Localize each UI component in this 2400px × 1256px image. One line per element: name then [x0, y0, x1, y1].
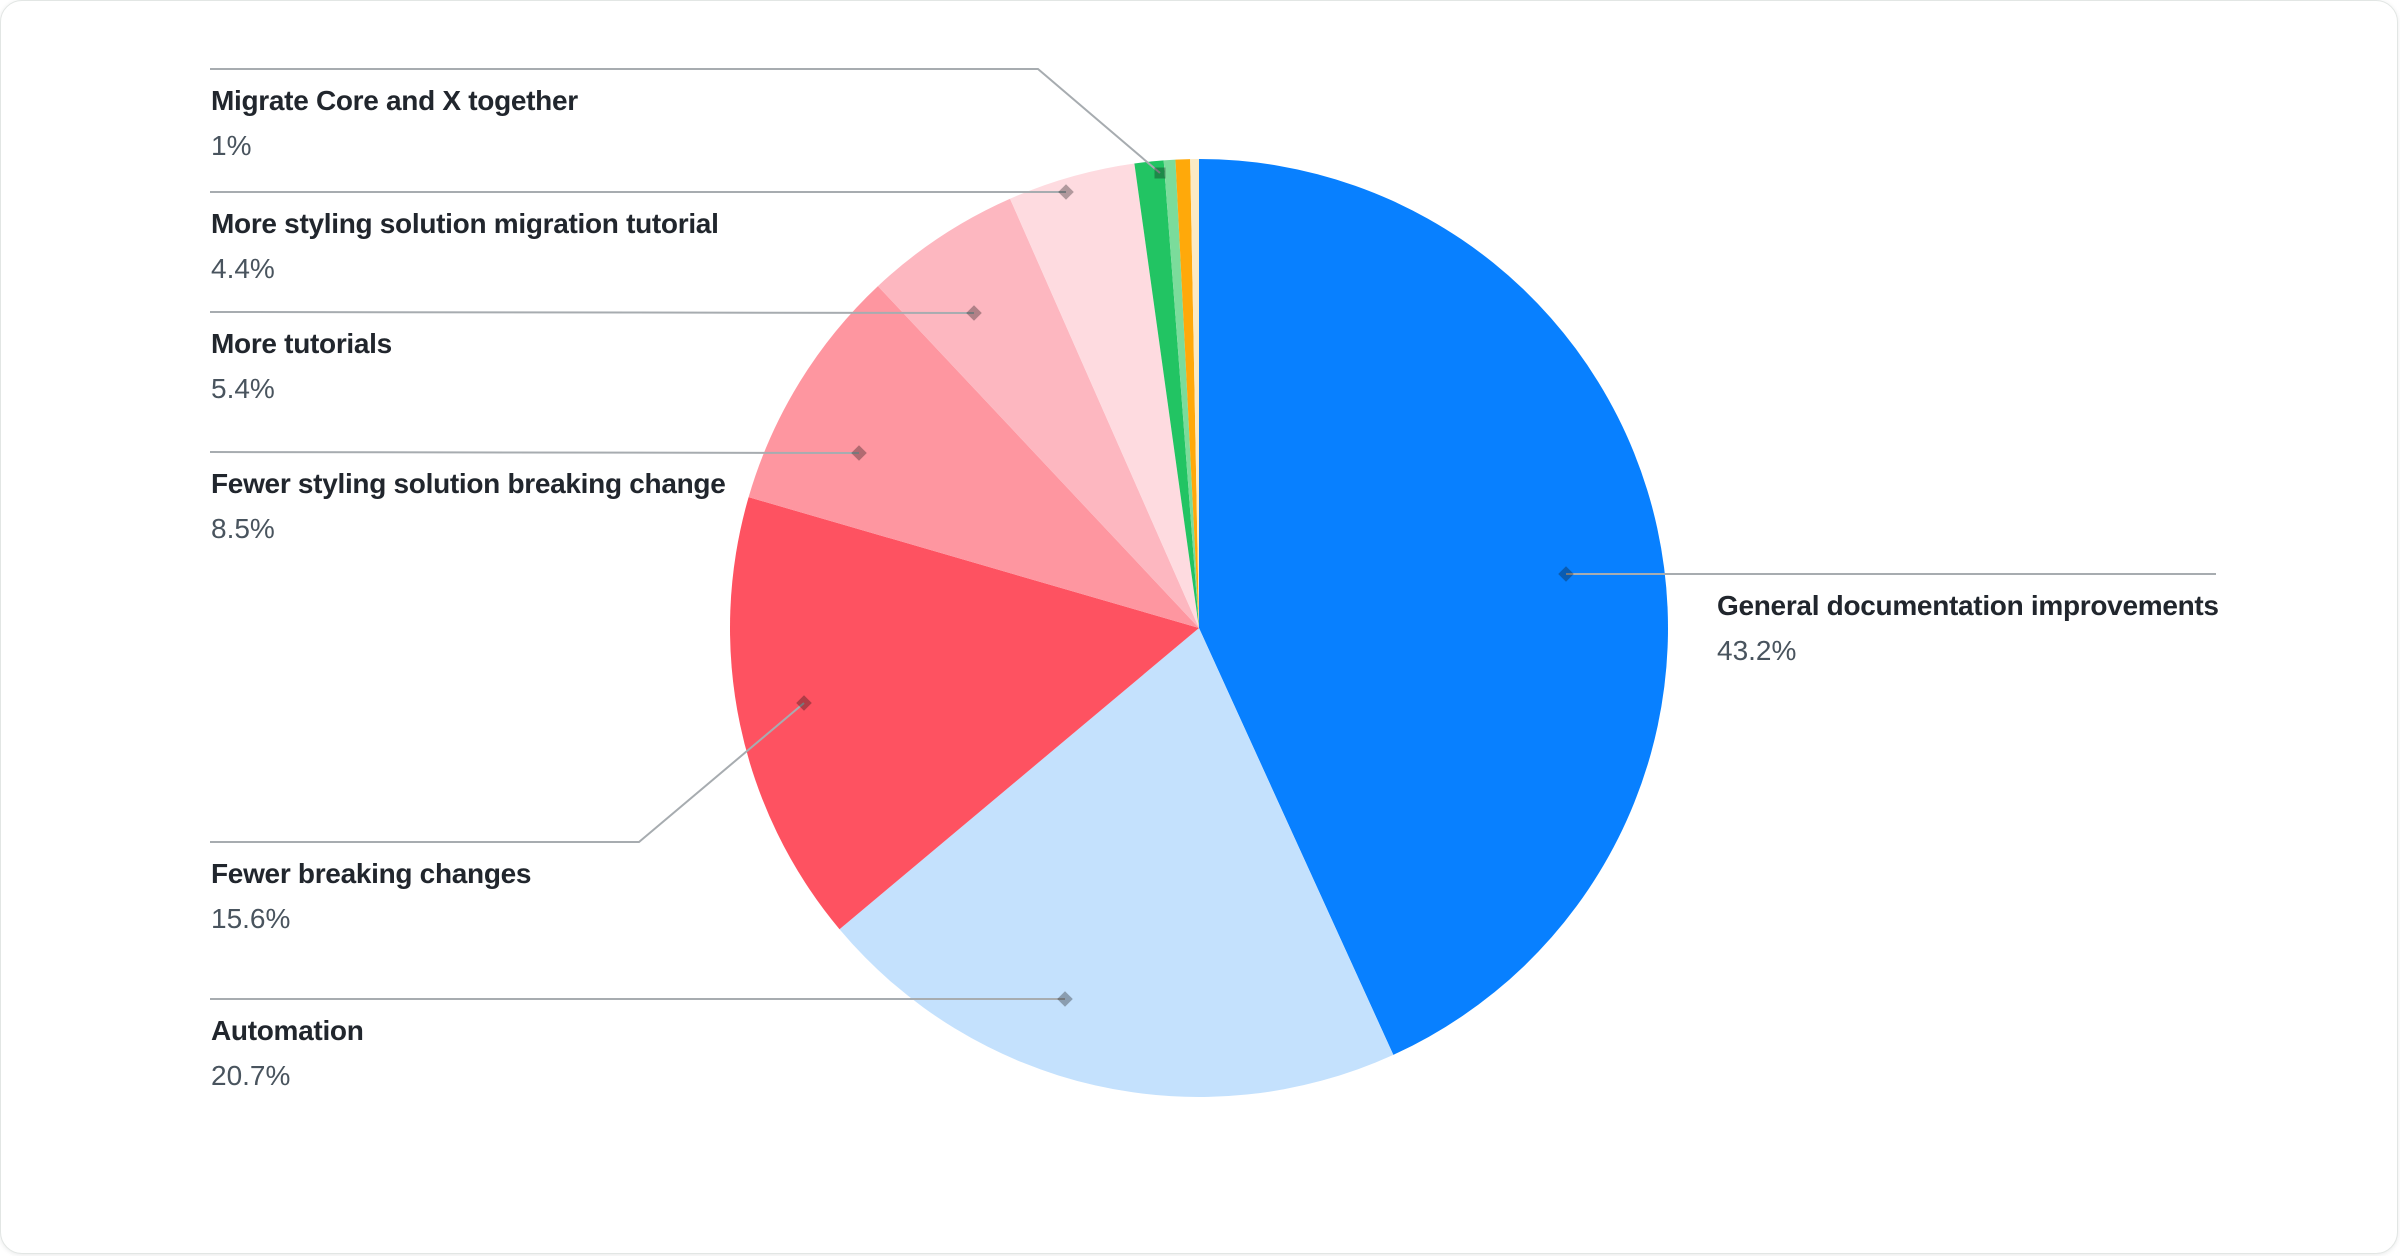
callout-label-migrate-core-and-x-together: Migrate Core and X together 1%	[211, 82, 578, 162]
leader-line-migrate-core-and-x-together	[210, 68, 1161, 174]
callout-value: 43.2%	[1717, 635, 1797, 666]
callout-value: 5.4%	[211, 373, 275, 404]
pie-slice-automation[interactable]	[839, 628, 1394, 1098]
pie-slice-segment-7[interactable]	[1163, 159, 1199, 628]
callout-label-general-documentation-improvements: General documentation improvements 43.2%	[1717, 587, 2219, 667]
pie-slice-segment-9[interactable]	[1190, 158, 1199, 628]
callout-marker-diamond	[1058, 184, 1074, 200]
callout-value: 8.5%	[211, 513, 275, 544]
pie-slice-more-styling-solution-migration-tutorial[interactable]	[1010, 163, 1199, 628]
pie-slice-segment-8[interactable]	[1175, 159, 1199, 628]
pie-slice-fewer-breaking-changes[interactable]	[729, 497, 1199, 930]
callout-value: 4.4%	[211, 253, 275, 284]
leader-line-fewer-styling-solution-breaking-change	[209, 451, 860, 454]
callout-marker-square	[1154, 167, 1166, 179]
callout-title: Automation	[211, 1015, 364, 1046]
callout-title: General documentation improvements	[1717, 590, 2219, 621]
callout-title: Fewer breaking changes	[211, 858, 532, 889]
pie-slice-fewer-styling-solution-breaking-change[interactable]	[748, 286, 1199, 628]
callout-marker-diamond	[1558, 566, 1574, 582]
callout-title: Fewer styling solution breaking change	[211, 468, 726, 499]
callout-label-automation: Automation 20.7%	[211, 1012, 364, 1092]
pie-slice-more-tutorials[interactable]	[877, 198, 1199, 628]
pie-slice-migrate-core-and-x-together[interactable]	[1134, 160, 1199, 628]
callout-label-fewer-styling-solution-breaking-change: Fewer styling solution breaking change 8.…	[211, 465, 726, 545]
callout-label-fewer-breaking-changes: Fewer breaking changes 15.6%	[211, 855, 531, 935]
callout-marker-diamond	[796, 695, 812, 711]
callout-label-more-styling-solution-migration-tutorial: More styling solution migration tutorial…	[211, 205, 719, 285]
leader-line-fewer-breaking-changes	[210, 702, 805, 843]
callout-title: More styling solution migration tutorial	[211, 208, 719, 239]
leader-line-more-tutorials	[209, 311, 975, 314]
pie-slice-general-documentation-improvements[interactable]	[1199, 159, 1668, 1055]
callout-value: 15.6%	[211, 903, 291, 934]
callout-title: More tutorials	[211, 328, 392, 359]
callout-value: 1%	[211, 130, 252, 161]
callout-label-more-tutorials: More tutorials 5.4%	[211, 325, 392, 405]
callout-title: Migrate Core and X together	[211, 85, 578, 116]
callout-value: 20.7%	[211, 1060, 291, 1091]
callout-marker-diamond	[1057, 991, 1073, 1007]
